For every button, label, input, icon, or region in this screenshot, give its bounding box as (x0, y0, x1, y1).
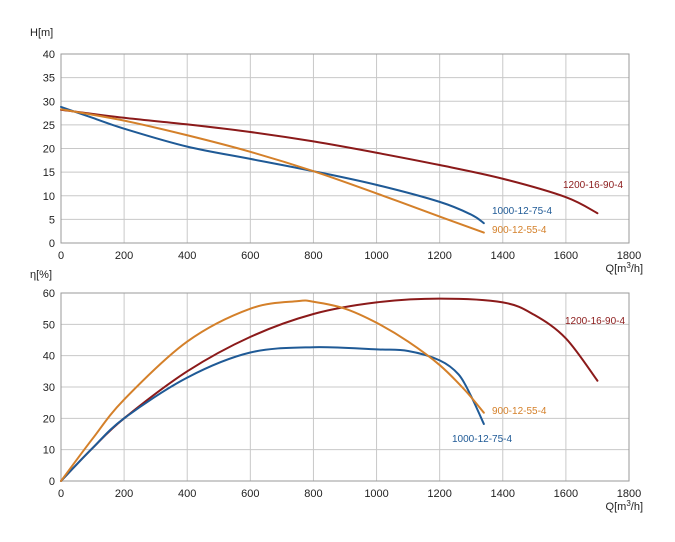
x-tick-label: 200 (115, 488, 133, 500)
efficiency-chart: 0 200 400 600 800 1000 1200 1400 1600 1800 0 10 20 30… (30, 269, 643, 513)
y-axis-label: H[m] (30, 27, 53, 39)
y-tick-label: 30 (43, 96, 55, 108)
y-tick-label: 10 (43, 191, 55, 203)
x-tick-label: 600 (241, 488, 259, 500)
series-line-900-12-55-4 (60, 299, 485, 482)
y-tick-label: 0 (49, 476, 55, 488)
x-axis-label: Q[m3/h] (606, 499, 643, 514)
series-line-1000-12-75-4 (60, 346, 485, 482)
series-label-900-12-55-4: 900-12-55-4 (492, 406, 547, 417)
series-label-900-12-55-4: 900-12-55-4 (492, 225, 547, 236)
series-line-1200-16-90-4 (60, 108, 599, 215)
series-line-1000-12-75-4 (60, 105, 485, 225)
series-label-1000-12-75-4: 1000-12-75-4 (452, 434, 512, 445)
y-tick-label: 0 (49, 238, 55, 250)
y-tick-label: 25 (43, 120, 55, 132)
y-tick-label: 40 (43, 49, 55, 61)
x-tick-label: 600 (241, 250, 259, 262)
head-chart: 0 200 400 600 800 1000 1200 1400 1600 1800 0 5 10 15 2… (30, 27, 643, 275)
x-tick-label: 1600 (554, 250, 578, 262)
series-label-1200-16-90-4: 1200-16-90-4 (563, 180, 623, 191)
x-tick-label: 0 (58, 488, 64, 500)
y-tick-label: 10 (43, 445, 55, 457)
y-tick-label: 30 (43, 382, 55, 394)
x-tick-label: 1000 (364, 250, 388, 262)
y-tick-label: 20 (43, 413, 55, 425)
y-tick-label: 5 (49, 214, 55, 226)
y-tick-label: 50 (43, 319, 55, 331)
x-tick-label: 1200 (427, 250, 451, 262)
x-tick-label: 1400 (491, 250, 515, 262)
y-tick-label: 15 (43, 167, 55, 179)
x-tick-label: 1000 (364, 488, 388, 500)
series-label-1000-12-75-4: 1000-12-75-4 (492, 206, 552, 217)
y-tick-label: 60 (43, 288, 55, 300)
x-tick-label: 1800 (617, 488, 641, 500)
plot-frame (60, 53, 630, 244)
x-tick-label: 400 (178, 250, 196, 262)
x-tick-label: 0 (58, 250, 64, 262)
x-tick-label: 400 (178, 488, 196, 500)
series-label-1200-16-90-4: 1200-16-90-4 (565, 316, 625, 327)
y-axis-label: η[%] (30, 269, 52, 281)
x-tick-label: 800 (304, 488, 322, 500)
plot-frame (60, 292, 630, 482)
y-tick-label: 20 (43, 144, 55, 156)
x-tick-label: 1400 (491, 488, 515, 500)
x-tick-label: 1200 (427, 488, 451, 500)
y-tick-label: 35 (43, 73, 55, 85)
x-tick-label: 800 (304, 250, 322, 262)
series-line-900-12-55-4 (60, 108, 485, 234)
series-line-1200-16-90-4 (60, 297, 599, 482)
x-tick-label: 1600 (554, 488, 578, 500)
x-tick-label: 1800 (617, 250, 641, 262)
x-axis-label: Q[m3/h] (606, 261, 643, 276)
y-tick-label: 40 (43, 351, 55, 363)
x-tick-label: 200 (115, 250, 133, 262)
